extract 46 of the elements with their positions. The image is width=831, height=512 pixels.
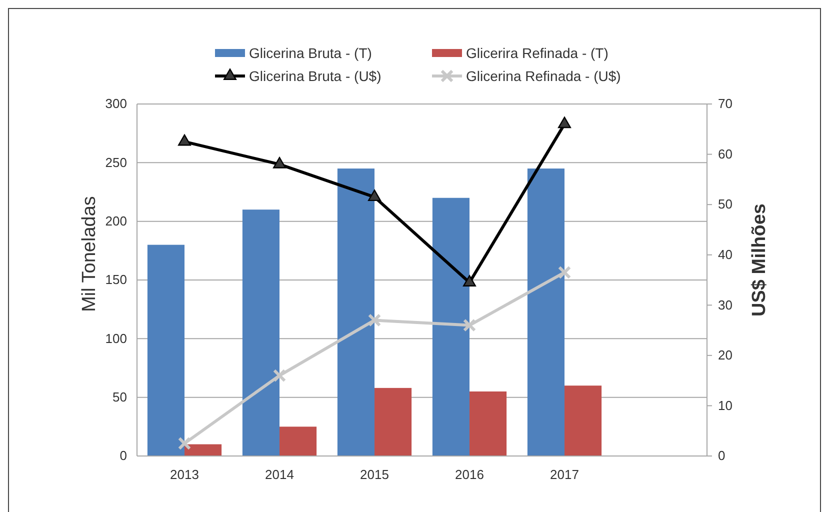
point <box>272 368 286 382</box>
bar <box>242 210 280 456</box>
bar <box>337 168 374 456</box>
y-tick-label: 200 <box>105 213 127 228</box>
point <box>463 275 476 287</box>
y-tick-label: 150 <box>105 272 127 288</box>
x-tick-label: 2015 <box>360 467 389 482</box>
point <box>368 314 382 327</box>
point <box>462 318 476 332</box>
bar <box>564 386 602 456</box>
legend-label: Glicerina Bruta - (T) <box>249 44 372 61</box>
x-tick-label: 2014 <box>265 467 294 482</box>
point <box>178 436 192 450</box>
bar <box>280 426 317 456</box>
legend-label: Glicerina Bruta - (U$) <box>249 68 382 84</box>
bar <box>184 444 222 456</box>
y2-tick-label: 60 <box>718 146 732 162</box>
x-tick-label: 2016 <box>455 467 484 482</box>
point <box>558 266 572 280</box>
y-tick-label: 100 <box>105 330 127 346</box>
y-tick-label: 0 <box>120 448 127 464</box>
bar <box>432 198 470 456</box>
y2-tick-label: 0 <box>718 448 726 464</box>
x-tick-label: 2013 <box>170 467 199 482</box>
x-tick-label: 2017 <box>550 467 579 482</box>
y2-axis-title: US$ Milhões <box>749 204 770 316</box>
y2-tick-label: 40 <box>718 247 732 262</box>
point <box>273 156 286 168</box>
y-tick-label: 50 <box>112 389 127 404</box>
point <box>558 116 571 128</box>
y-axis-title: Mil Toneladas <box>79 196 100 312</box>
bar <box>527 168 564 456</box>
y2-tick-label: 10 <box>718 398 732 413</box>
legend-label: Glicerira Refinada - (T) <box>466 44 608 61</box>
y-tick-label: 300 <box>105 96 127 112</box>
point <box>178 134 191 146</box>
y-tick-label: 250 <box>105 154 127 170</box>
y2-tick-label: 20 <box>718 348 732 363</box>
y2-tick-label: 50 <box>718 196 732 212</box>
bar <box>147 244 184 456</box>
y2-tick-label: 70 <box>718 96 732 112</box>
point <box>368 190 381 202</box>
bar <box>470 391 507 456</box>
y2-tick-label: 30 <box>718 297 732 312</box>
legend-label: Glicerina Refinada - (U$) <box>466 68 621 84</box>
bar <box>374 388 412 456</box>
